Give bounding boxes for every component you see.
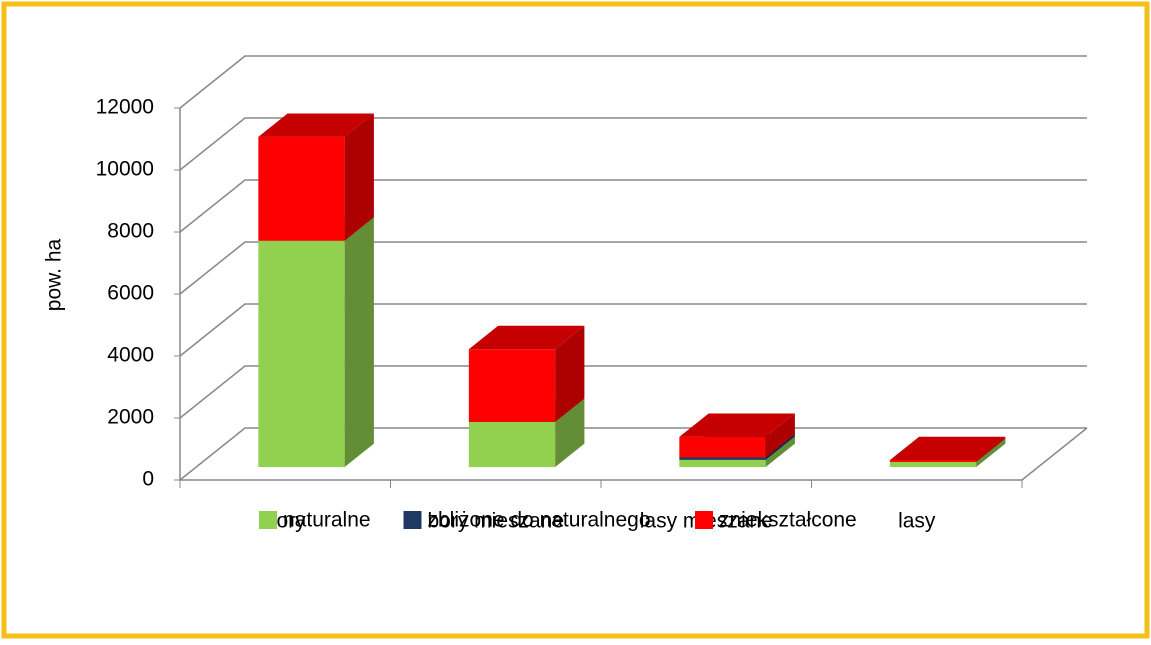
y-tick-label: 6000 bbox=[107, 282, 154, 305]
y-tick-label: 10000 bbox=[96, 158, 154, 181]
bar-side bbox=[555, 398, 585, 467]
grid-line bbox=[179, 117, 1087, 171]
grid-line bbox=[179, 427, 1087, 481]
bar-front bbox=[679, 459, 766, 467]
y-tick-label: 2000 bbox=[107, 406, 154, 429]
bar-front bbox=[889, 462, 977, 467]
bar-front bbox=[468, 422, 556, 467]
y-tick-label: 4000 bbox=[107, 344, 154, 367]
grid-line bbox=[179, 365, 1087, 419]
y-axis-label: pow. ha bbox=[43, 238, 66, 311]
bar-front bbox=[258, 136, 345, 241]
bar-top bbox=[258, 113, 374, 137]
y-tick-label: 8000 bbox=[107, 220, 154, 243]
bar-side bbox=[765, 433, 795, 460]
bar-side bbox=[765, 413, 795, 458]
grid-line bbox=[179, 303, 1087, 357]
grid-line bbox=[179, 55, 1087, 109]
grid-line bbox=[179, 241, 1087, 295]
bar-top bbox=[889, 436, 1006, 461]
x-tick-label: lasy bbox=[898, 510, 936, 533]
y-tick-label: 12000 bbox=[96, 96, 154, 119]
bar-side bbox=[976, 436, 1006, 463]
legend-label: naturalne bbox=[283, 509, 371, 532]
legend-swatch bbox=[695, 511, 713, 529]
bar-front bbox=[679, 436, 766, 458]
bar-side bbox=[344, 217, 374, 467]
bar-front bbox=[468, 349, 556, 423]
bar-side bbox=[765, 436, 795, 467]
bar-side bbox=[555, 325, 585, 423]
bar-top bbox=[679, 413, 795, 437]
bar-top bbox=[468, 325, 585, 350]
x-tick-label: bory mieszane bbox=[427, 510, 564, 533]
legend-swatch bbox=[259, 511, 277, 529]
bar-front bbox=[679, 457, 766, 460]
grid-line bbox=[179, 179, 1087, 233]
bar-front bbox=[258, 240, 345, 467]
bar-front bbox=[889, 460, 977, 463]
legend-label: zniekształcone bbox=[719, 509, 857, 532]
legend-swatch bbox=[403, 511, 422, 529]
bar-side bbox=[344, 113, 374, 241]
legend-label: zbliżone do naturalnego bbox=[428, 509, 651, 532]
y-tick-label: 0 bbox=[142, 468, 154, 491]
bar-side bbox=[976, 438, 1006, 467]
